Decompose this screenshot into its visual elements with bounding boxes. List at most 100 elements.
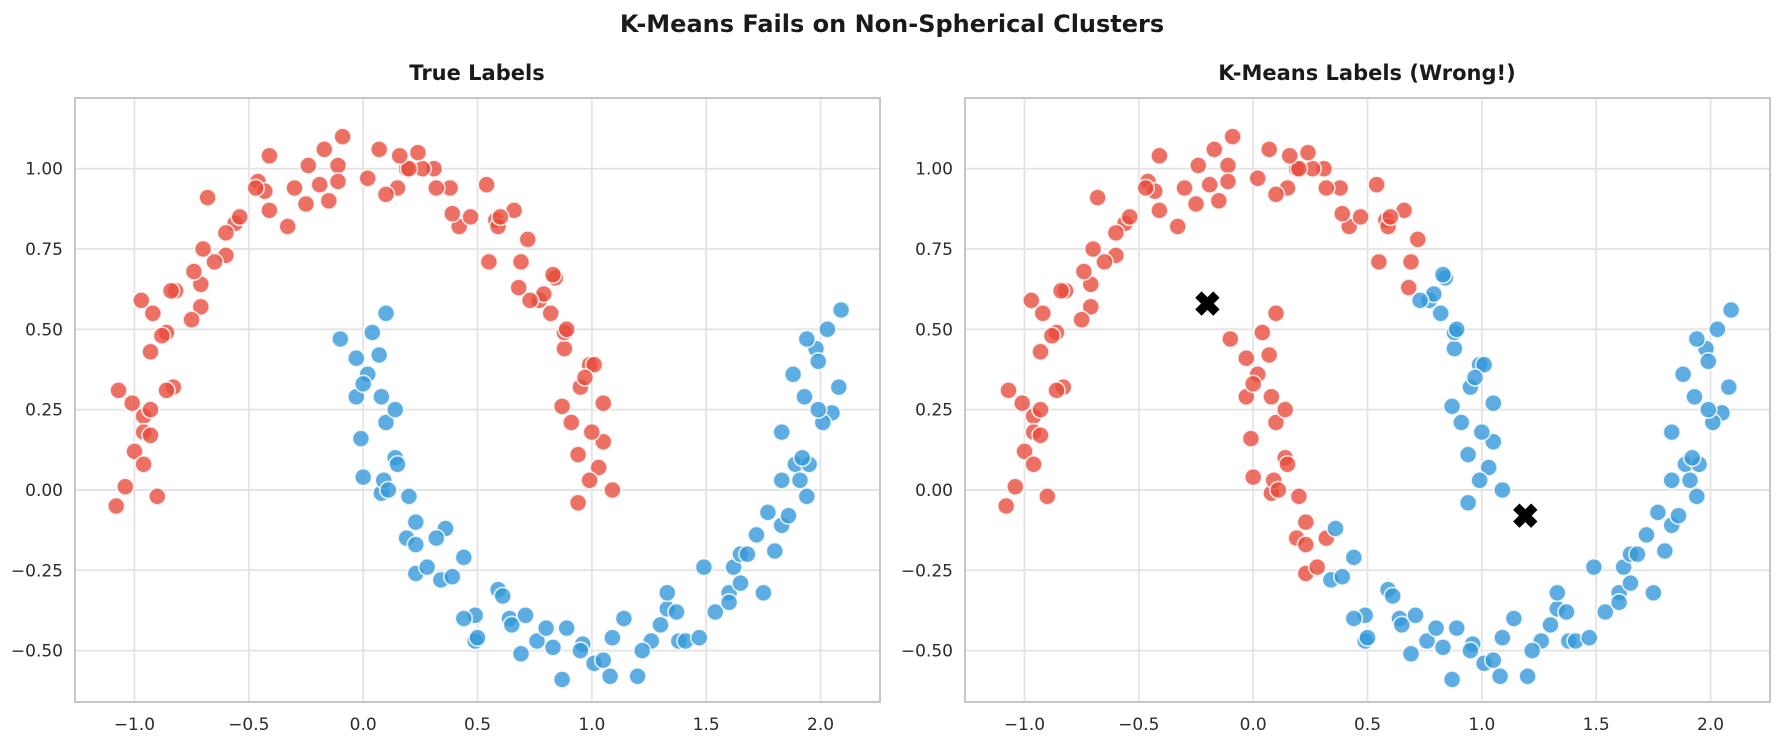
data-point	[1479, 458, 1499, 477]
data-point	[376, 185, 396, 204]
data-point	[552, 670, 572, 689]
data-point	[106, 496, 126, 516]
data-point	[1417, 631, 1437, 651]
data-point	[527, 631, 547, 651]
data-point	[1408, 230, 1428, 249]
data-point	[1445, 339, 1464, 358]
y-tick-label: −0.50	[901, 642, 953, 662]
data-point	[362, 323, 382, 342]
axes-border	[74, 97, 881, 703]
data-point	[1316, 178, 1336, 198]
subplot-1-title: K-Means Labels (Wrong!)	[1218, 61, 1515, 85]
y-tick-label: 1.00	[25, 160, 63, 180]
data-point	[1243, 374, 1263, 394]
data-point	[999, 381, 1018, 400]
data-point	[1298, 143, 1318, 162]
data-point	[628, 666, 647, 686]
x-tick-label: 2.0	[1697, 715, 1724, 735]
data-point	[818, 319, 837, 339]
data-point	[1465, 368, 1485, 387]
data-point	[1021, 291, 1041, 310]
data-point	[1451, 413, 1471, 432]
data-point	[747, 525, 766, 545]
data-point	[1259, 345, 1279, 365]
data-point	[1483, 650, 1503, 670]
data-point	[1024, 454, 1043, 474]
data-point	[1326, 519, 1345, 538]
data-point	[1095, 252, 1114, 272]
data-point	[141, 425, 160, 445]
data-point	[1687, 329, 1707, 349]
data-point	[1383, 586, 1403, 606]
data-point	[1296, 535, 1316, 554]
data-point	[1005, 477, 1025, 497]
data-point	[1031, 400, 1050, 419]
data-point	[1332, 567, 1352, 587]
data-point	[141, 342, 160, 362]
data-point	[1218, 156, 1238, 175]
data-point	[511, 644, 531, 664]
data-point	[593, 393, 613, 413]
data-point	[1483, 393, 1503, 413]
data-point	[369, 345, 389, 365]
data-point	[758, 503, 778, 522]
data-point	[829, 377, 849, 397]
y-tick-label: −0.25	[11, 561, 63, 581]
data-point	[1637, 525, 1656, 545]
data-point	[1175, 178, 1194, 198]
data-point	[797, 329, 817, 349]
data-point	[1074, 262, 1094, 281]
data-point	[442, 567, 462, 587]
data-point	[184, 262, 204, 281]
data-point	[1150, 146, 1169, 166]
data-point	[1431, 303, 1451, 323]
y-tick-label: 0.75	[915, 240, 953, 260]
data-point	[1442, 397, 1462, 416]
data-point	[296, 194, 316, 214]
data-point	[1072, 310, 1091, 330]
data-point	[1442, 670, 1462, 689]
data-point	[1296, 512, 1316, 532]
data-point	[1680, 470, 1700, 490]
data-point	[454, 609, 474, 628]
data-point	[1472, 422, 1492, 442]
data-point	[1136, 178, 1156, 198]
data-point	[765, 541, 785, 561]
data-point	[328, 156, 348, 175]
data-point	[1248, 168, 1268, 188]
data-point	[330, 329, 350, 349]
x-tick-label: −1.0	[1004, 715, 1045, 735]
data-point	[260, 201, 279, 220]
data-point	[1351, 207, 1370, 227]
data-point	[399, 487, 419, 506]
data-point	[1721, 300, 1741, 320]
data-point	[719, 593, 739, 612]
data-point	[1186, 194, 1206, 214]
data-point	[541, 303, 561, 323]
data-point	[536, 618, 556, 638]
data-point	[1504, 609, 1524, 628]
y-tick-label: −0.50	[11, 642, 63, 662]
data-point	[614, 609, 634, 628]
x-tick-label: 0.0	[1240, 715, 1267, 735]
x-tick-label: −0.5	[1118, 715, 1159, 735]
data-point	[1490, 666, 1510, 686]
data-point	[589, 458, 609, 477]
data-point	[1698, 400, 1718, 419]
data-point	[1275, 400, 1295, 419]
centroid-x-marker	[1195, 291, 1220, 316]
data-point	[246, 178, 266, 198]
data-point	[143, 303, 163, 323]
data-point	[1332, 204, 1352, 224]
data-point	[1236, 348, 1256, 368]
y-tick-label: −0.25	[901, 561, 953, 581]
data-point	[376, 413, 396, 432]
data-point	[193, 239, 213, 259]
data-point	[790, 470, 810, 490]
data-point	[651, 615, 670, 635]
data-point	[1410, 291, 1430, 310]
y-tick-label: 0.25	[915, 401, 953, 421]
data-point	[298, 156, 318, 175]
data-point	[399, 159, 419, 179]
